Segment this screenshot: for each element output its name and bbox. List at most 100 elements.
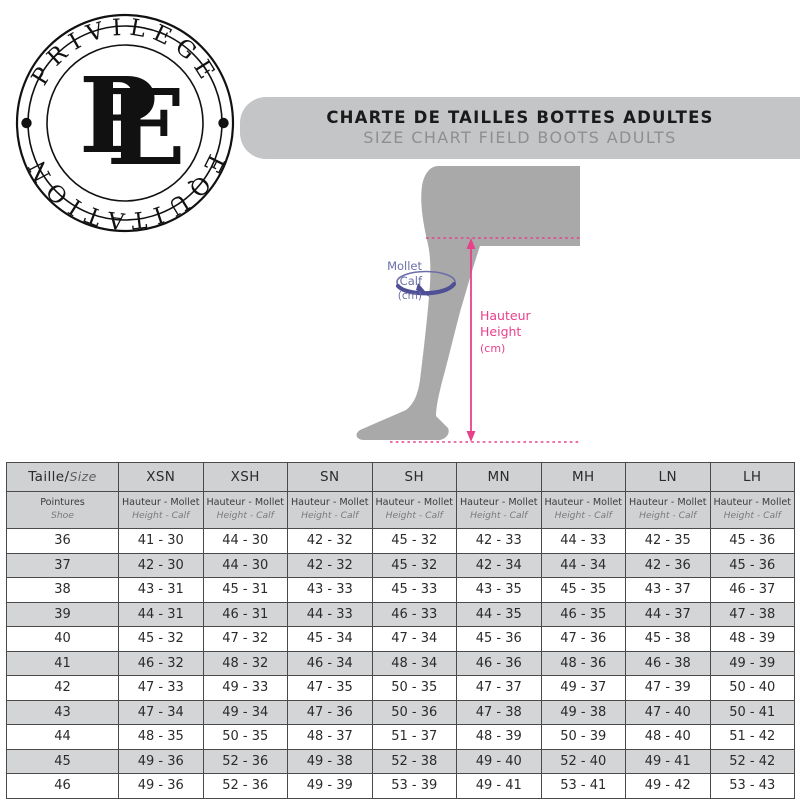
header-measure-fr: Hauteur - Mollet [713,497,792,509]
table-row: 38 43 - 31 45 - 31 43 - 33 45 - 33 43 - 35 45 … [6,577,795,603]
cell-xsh-41: 48 - 32 [202,650,288,676]
header-measure-fr: Hauteur - Mollet [290,497,369,509]
cell-sn-46: 49 - 39 [287,773,373,799]
cell-shoe-size: 37 [6,552,119,578]
cell-lh-40: 48 - 39 [709,626,795,652]
brand-logo: PRIVILEGE EQUITATION P E [15,13,235,234]
height-label-fr: Hauteur [480,308,531,323]
cell-mh-37: 44 - 34 [540,552,626,578]
calf-label-fr: Mollet [387,259,422,273]
cell-mn-46: 49 - 41 [456,773,542,799]
cell-xsn-45: 49 - 36 [118,748,204,774]
header-measure-en: Height - Calf [554,510,612,522]
cell-lh-45: 52 - 42 [709,748,795,774]
cell-mh-41: 48 - 36 [540,650,626,676]
cell-sh-36: 45 - 32 [371,528,457,554]
calf-unit: (cm) [397,290,422,303]
header-size-sn: SN [287,462,373,492]
cell-xsn-44: 48 - 35 [118,724,204,750]
cell-xsn-41: 46 - 32 [118,650,204,676]
cell-sh-46: 53 - 39 [371,773,457,799]
cell-lh-43: 50 - 41 [709,699,795,725]
header-measure-en: Height - Calf [301,510,359,522]
cell-xsh-45: 52 - 36 [202,748,288,774]
cell-sn-40: 45 - 34 [287,626,373,652]
cell-mn-40: 45 - 36 [456,626,542,652]
header-size-xsn: XSN [118,462,204,492]
cell-mn-42: 47 - 37 [456,675,542,701]
cell-sh-44: 51 - 37 [371,724,457,750]
table-row: 39 44 - 31 46 - 31 44 - 33 46 - 33 44 - 35 46 … [6,601,795,627]
leg-silhouette [356,166,580,440]
table-row: 42 47 - 33 49 - 33 47 - 35 50 - 35 47 - 37 49 … [6,675,795,701]
header-measure-fr: Hauteur - Mollet [459,497,538,509]
cell-shoe-size: 41 [6,650,119,676]
cell-lh-42: 50 - 40 [709,675,795,701]
cell-xsh-40: 47 - 32 [202,626,288,652]
title-banner: CHARTE DE TAILLES BOTTES ADULTES SIZE CH… [240,97,800,159]
table-row: 44 48 - 35 50 - 35 48 - 37 51 - 37 48 - 39 50 … [6,724,795,750]
header-pointures-fr: Pointures [40,497,85,509]
cell-ln-45: 49 - 41 [625,748,711,774]
cell-xsn-46: 49 - 36 [118,773,204,799]
header-size-lh: LH [709,462,795,492]
header-measure-en: Height - Calf [132,510,190,522]
cell-xsh-42: 49 - 33 [202,675,288,701]
cell-xsh-44: 50 - 35 [202,724,288,750]
header-size-xsh: XSH [202,462,288,492]
cell-sh-42: 50 - 35 [371,675,457,701]
cell-xsn-42: 47 - 33 [118,675,204,701]
cell-ln-46: 49 - 42 [625,773,711,799]
size-chart-table: Taille/Size XSN XSH SN SH MN MH LN LH Pointures… [6,462,795,799]
header-measure-fr: Hauteur - Mollet [375,497,454,509]
header-size-sh: SH [371,462,457,492]
header-measure-xsn: Hauteur - Mollet Height - Calf [118,491,204,529]
header-measure-mn: Hauteur - Mollet Height - Calf [456,491,542,529]
header-measure-sn: Hauteur - Mollet Height - Calf [287,491,373,529]
cell-mn-43: 47 - 38 [456,699,542,725]
cell-mh-38: 45 - 35 [540,577,626,603]
header-measure-xsh: Hauteur - Mollet Height - Calf [202,491,288,529]
cell-shoe-size: 44 [6,724,119,750]
header-measure-en: Height - Calf [216,510,274,522]
cell-sh-37: 45 - 32 [371,552,457,578]
height-label-en: Height [480,324,522,339]
cell-xsh-46: 52 - 36 [202,773,288,799]
cell-shoe-size: 39 [6,601,119,627]
cell-xsh-43: 49 - 34 [202,699,288,725]
cell-lh-39: 47 - 38 [709,601,795,627]
cell-sn-39: 44 - 33 [287,601,373,627]
table-row: 45 49 - 36 52 - 36 49 - 38 52 - 38 49 - 40 52 … [6,748,795,774]
header-size-mh: MH [540,462,626,492]
header-measure-en: Height - Calf [639,510,697,522]
cell-xsh-36: 44 - 30 [202,528,288,554]
calf-band [395,270,457,297]
height-label: Hauteur Height (cm) [480,308,531,356]
calf-label-en: Calf [399,273,422,288]
cell-mh-43: 49 - 38 [540,699,626,725]
cell-shoe-size: 38 [6,577,119,603]
cell-shoe-size: 46 [6,773,119,799]
header-measure-sh: Hauteur - Mollet Height - Calf [371,491,457,529]
leg-measurement-diagram: Mollet Calf (cm) Hauteur Height (cm) [330,160,580,460]
table-row: 41 46 - 32 48 - 32 46 - 34 48 - 34 46 - 36 48 … [6,650,795,676]
cell-mh-40: 47 - 36 [540,626,626,652]
height-unit: (cm) [480,342,506,355]
cell-xsh-39: 46 - 31 [202,601,288,627]
cell-xsn-36: 41 - 30 [118,528,204,554]
cell-lh-37: 45 - 36 [709,552,795,578]
cell-ln-41: 46 - 38 [625,650,711,676]
header-measure-en: Height - Calf [723,510,781,522]
table-header-row-measures: Pointures Shoe Hauteur - Mollet Height - … [6,491,795,529]
header-shoe-en: Shoe [51,510,74,522]
cell-ln-44: 48 - 40 [625,724,711,750]
header-measure-lh: Hauteur - Mollet Height - Calf [709,491,795,529]
cell-lh-36: 45 - 36 [709,528,795,554]
cell-xsn-43: 47 - 34 [118,699,204,725]
cell-ln-39: 44 - 37 [625,601,711,627]
cell-sn-37: 42 - 32 [287,552,373,578]
cell-mh-42: 49 - 37 [540,675,626,701]
header-measure-fr: Hauteur - Mollet [206,497,285,509]
cell-sn-43: 47 - 36 [287,699,373,725]
page-header: PRIVILEGE EQUITATION P E CHARTE DE TAILL… [15,13,800,443]
